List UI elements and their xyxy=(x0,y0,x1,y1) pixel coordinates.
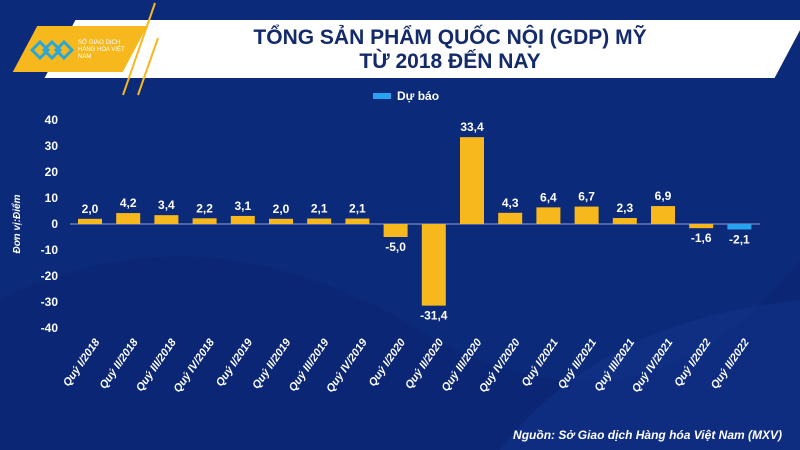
data-label: 3,1 xyxy=(234,199,251,213)
data-label: 6,9 xyxy=(655,189,672,203)
y-tick-label: -40 xyxy=(41,321,59,335)
bar xyxy=(498,212,523,224)
x-tick-label: Quý I/2021 xyxy=(519,337,560,389)
y-tick-label: 20 xyxy=(45,165,59,179)
bar xyxy=(421,224,446,306)
legend: Dự báo xyxy=(373,89,439,103)
legend-label-forecast: Dự báo xyxy=(397,89,440,103)
data-label: 6,7 xyxy=(578,190,595,204)
title-line-1: TỔNG SẢN PHẨM QUỐC NỘI (GDP) MỸ xyxy=(253,26,647,49)
y-tick-label: 0 xyxy=(51,217,58,231)
data-label: 3,4 xyxy=(158,198,175,212)
bar xyxy=(269,218,293,224)
bar xyxy=(689,224,714,229)
bar xyxy=(116,213,141,224)
x-tick-label: Quý I/2019 xyxy=(214,336,256,389)
y-tick-label: 10 xyxy=(45,191,59,205)
bar xyxy=(727,224,752,230)
data-label: 2,0 xyxy=(82,202,99,216)
x-tick-label: Quý II/2020 xyxy=(403,336,447,391)
x-tick-label: Quý IV/2021 xyxy=(630,337,676,395)
data-label: -31,4 xyxy=(420,309,448,323)
data-label: -1,6 xyxy=(691,231,712,245)
title-line-2: TỪ 2018 ĐẾN NAY xyxy=(359,50,541,73)
bar xyxy=(536,207,561,224)
y-tick-label: 30 xyxy=(45,139,59,153)
x-tick-label: Quý I/2018 xyxy=(61,336,103,389)
bar xyxy=(383,224,408,237)
legend-swatch-forecast xyxy=(373,93,391,99)
bar xyxy=(192,218,217,224)
bar xyxy=(307,218,332,224)
bar xyxy=(460,137,484,224)
y-tick-label: -30 xyxy=(41,295,59,309)
x-tick-label: Quý II/2021 xyxy=(556,337,599,391)
data-label: 2,1 xyxy=(311,202,328,216)
data-label: 2,2 xyxy=(196,201,213,215)
y-axis-label: Đơn vị:Điểm xyxy=(11,194,23,253)
data-label: 4,2 xyxy=(120,196,137,210)
x-tick-label: Quý IV/2019 xyxy=(324,336,370,395)
x-tick-label: Quý IV/2018 xyxy=(171,336,217,395)
data-label: 33,4 xyxy=(460,120,484,134)
chart-title: TỔNG SẢN PHẨM QUỐC NỘI (GDP) MỸ TỪ 2018 … xyxy=(170,26,730,74)
bar xyxy=(230,215,255,224)
bar xyxy=(78,218,102,224)
x-tick-label: Quý II/2019 xyxy=(250,336,294,391)
x-tick-label: Quý IV/2020 xyxy=(477,336,523,395)
bar xyxy=(345,218,370,224)
bar xyxy=(651,206,675,224)
data-label: -2,1 xyxy=(729,232,750,246)
decor-lines xyxy=(122,2,159,96)
logo-icon xyxy=(30,39,75,61)
data-label: 6,4 xyxy=(540,190,557,204)
x-tick-label: Quý II/2018 xyxy=(98,336,142,391)
x-tick-label: Quý II/2022 xyxy=(709,337,752,391)
source-note: Nguồn: Sở Giao dịch Hàng hóa Việt Nam (M… xyxy=(513,428,782,442)
data-label: -5,0 xyxy=(385,240,406,254)
bar xyxy=(612,218,637,224)
x-tick-label: Quý I/2022 xyxy=(672,337,713,389)
bar xyxy=(154,215,179,224)
y-tick-label: 40 xyxy=(45,113,59,127)
x-tick-label: Quý I/2020 xyxy=(367,336,409,389)
logo-text: SỞ GIAO DỊCH HÀNG HÓA VIỆT NAM xyxy=(78,40,125,60)
data-label: 2,1 xyxy=(349,202,366,216)
data-label: 2,0 xyxy=(273,202,290,216)
data-label: 4,3 xyxy=(502,196,519,210)
bar xyxy=(574,206,599,224)
y-tick-label: -20 xyxy=(41,269,59,283)
y-tick-label: -10 xyxy=(41,243,59,257)
data-label: 2,3 xyxy=(616,201,633,215)
